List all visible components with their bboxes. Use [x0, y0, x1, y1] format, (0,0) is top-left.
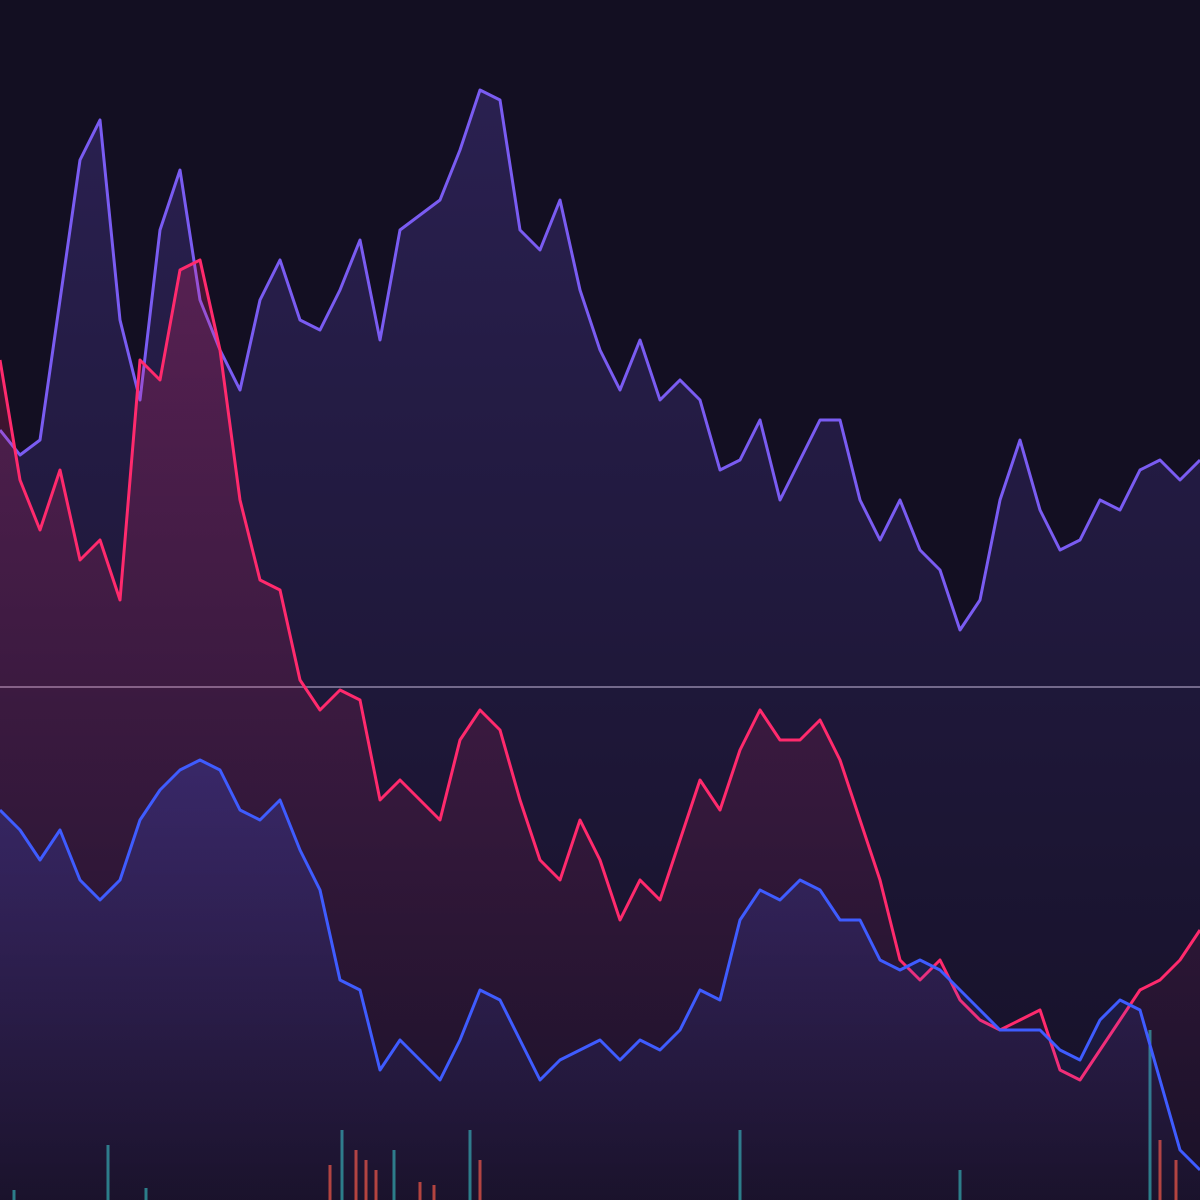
series-line — [0, 758, 1200, 1172]
series-area — [0, 760, 1200, 1200]
